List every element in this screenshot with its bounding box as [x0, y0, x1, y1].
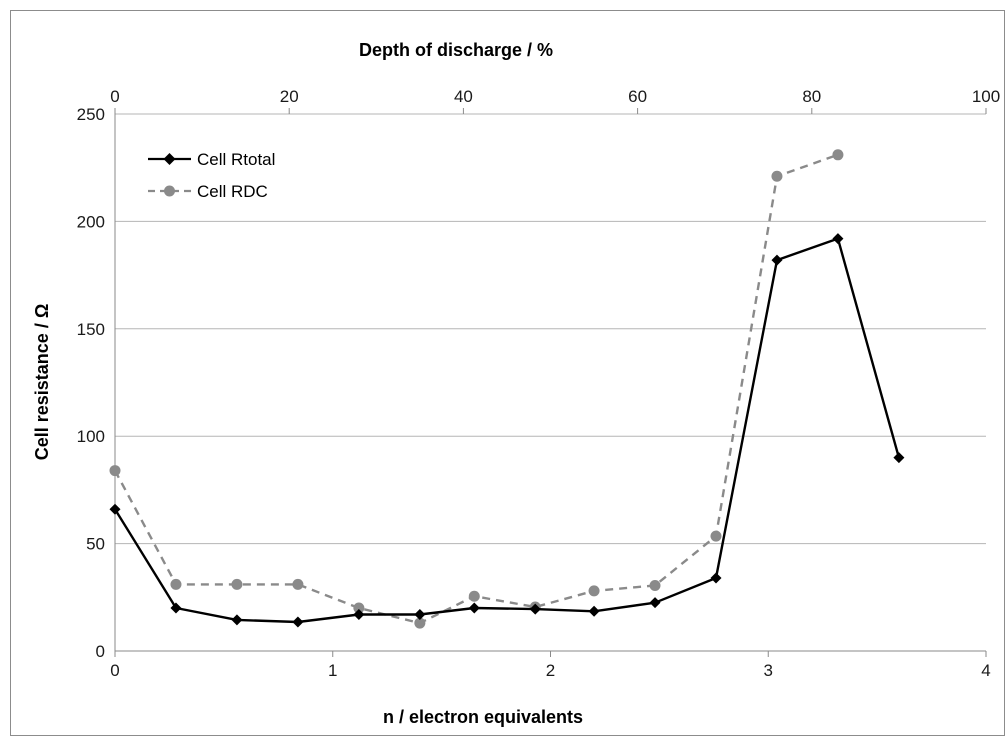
data-point-cell-rtotal [109, 503, 121, 515]
data-point-cell-rdc [710, 530, 722, 542]
y-tick-label: 0 [96, 642, 105, 661]
data-point-cell-rtotal [529, 603, 541, 615]
legend-item-rtotal: Cell Rtotal [148, 150, 275, 169]
legend-rtotal-label: Cell Rtotal [197, 150, 275, 169]
x-axis-title: n / electron equivalents [383, 707, 583, 727]
legend-rdc-marker [164, 185, 175, 197]
x-tick-label: 1 [328, 661, 337, 680]
data-point-cell-rdc [771, 170, 783, 182]
top-axis-title: Depth of discharge / % [359, 40, 553, 60]
series-line-cell-rdc [113, 153, 839, 625]
series-cell-rtotal [109, 233, 905, 628]
data-point-cell-rdc [832, 149, 844, 161]
x2-tick-label: 0 [110, 87, 119, 106]
data-point-cell-rtotal [588, 605, 600, 617]
data-point-cell-rdc [649, 579, 661, 591]
data-point-cell-rtotal [231, 614, 243, 626]
y-tick-label: 250 [77, 105, 105, 124]
y-tick-label: 50 [86, 535, 105, 554]
x-tick-label: 3 [764, 661, 773, 680]
data-point-cell-rtotal [292, 616, 304, 628]
axes [114, 108, 987, 657]
data-point-cell-rtotal [414, 608, 426, 620]
data-point-cell-rdc [468, 590, 480, 602]
data-point-cell-rdc [231, 578, 243, 590]
grid-lines [115, 113, 986, 545]
x2-tick-label: 40 [454, 87, 473, 106]
data-point-cell-rdc [414, 617, 426, 629]
data-point-cell-rtotal [710, 572, 722, 584]
data-point-cell-rtotal [353, 608, 365, 620]
x2-tick-label: 20 [280, 87, 299, 106]
x-tick-label: 2 [546, 661, 555, 680]
data-point-cell-rtotal [771, 254, 783, 266]
legend-rdc-label: Cell RDC [197, 182, 268, 201]
x2-tick-label: 60 [628, 87, 647, 106]
data-point-cell-rdc [109, 465, 121, 477]
x2-tick-label: 100 [972, 87, 1000, 106]
data-point-cell-rtotal [893, 452, 905, 464]
x-tick-label: 4 [981, 661, 990, 680]
data-point-cell-rtotal [170, 602, 182, 614]
data-point-cell-rtotal [468, 602, 480, 614]
y-tick-label: 200 [77, 212, 105, 231]
series-line-cell-rtotal [113, 237, 901, 624]
data-point-cell-rdc [588, 585, 600, 597]
y-tick-label: 150 [77, 320, 105, 339]
data-point-cell-rdc [353, 602, 365, 614]
y-tick-label: 100 [77, 427, 105, 446]
x-tick-label: 0 [110, 661, 119, 680]
y-axis-title: Cell resistance / Ω [32, 304, 52, 461]
data-point-cell-rtotal [832, 233, 844, 245]
legend: Cell Rtotal Cell RDC [148, 150, 275, 201]
data-point-cell-rdc [292, 578, 304, 590]
data-point-cell-rtotal [649, 597, 661, 609]
data-point-cell-rdc [170, 578, 182, 590]
series-layer [109, 149, 905, 629]
legend-rtotal-marker [163, 153, 176, 165]
chart-frame: 0 50 100 150 200 250 0 1 2 3 4 0 20 40 60 80 100 Depth o… [10, 10, 1005, 736]
x2-tick-label: 80 [802, 87, 821, 106]
legend-item-rdc: Cell RDC [148, 182, 268, 201]
